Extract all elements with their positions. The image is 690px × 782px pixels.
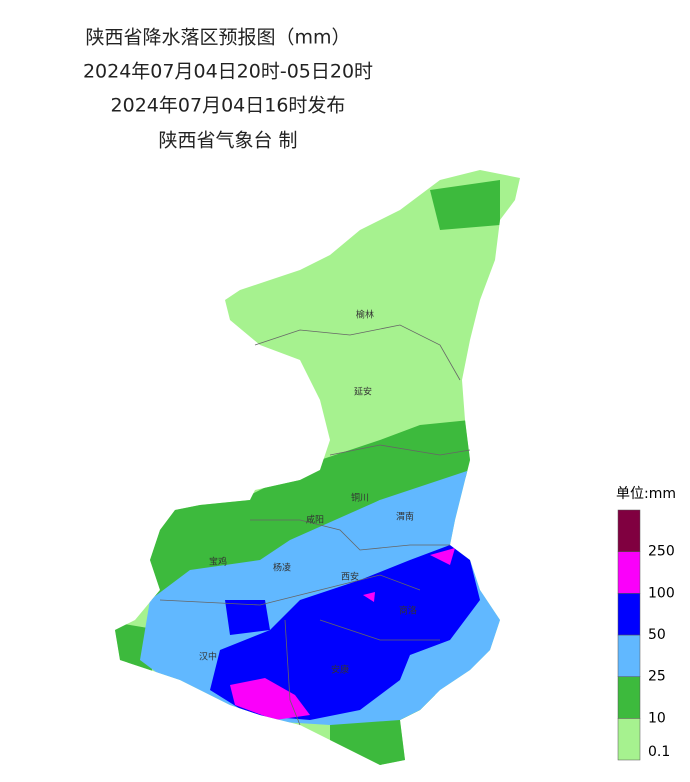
- city-label: 安康: [331, 664, 349, 676]
- boundary: [329, 444, 471, 456]
- legend-swatch: [617, 509, 641, 552]
- legend-label: 25: [648, 669, 666, 685]
- city-label: 商洛: [399, 605, 417, 617]
- area-level-4: [430, 548, 455, 565]
- area-level-4: [363, 592, 375, 602]
- area-level-3: [225, 600, 270, 635]
- legend-swatch: [617, 634, 641, 677]
- legend-swatch: [617, 593, 641, 636]
- city-label: 汉中: [199, 651, 217, 663]
- title: 陕西省降水落区预报图（mm）: [85, 27, 350, 49]
- legend-title: 单位:mm: [616, 486, 676, 502]
- legend-label: 250: [648, 544, 675, 560]
- legend-label: 0.1: [648, 744, 670, 760]
- legend-label: 100: [648, 585, 675, 601]
- city-label: 渭南: [396, 511, 414, 523]
- legend-swatch: [617, 718, 641, 761]
- city-label: 延安: [354, 386, 372, 398]
- area-level-1: [430, 180, 500, 230]
- city-label: 咸阳: [306, 514, 324, 526]
- issuer: 陕西省气象台 制: [158, 130, 297, 152]
- boundary: [250, 519, 450, 551]
- city-label: 铜川: [351, 492, 369, 504]
- legend-swatch: [617, 676, 641, 719]
- legend: 0.1 10 25 50 100 250: [617, 509, 675, 761]
- period: 2024年07月04日20时-05日20时: [83, 61, 373, 83]
- legend-label: 50: [648, 627, 666, 643]
- rain-map: [115, 170, 520, 765]
- city-label: 杨凌: [273, 562, 291, 574]
- city-label: 宝鸡: [209, 556, 227, 568]
- boundary: [284, 619, 301, 726]
- issued: 2024年07月04日16时发布: [111, 95, 346, 117]
- area-level-1: [120, 420, 480, 600]
- boundary: [159, 574, 421, 606]
- area-level-3: [210, 545, 480, 720]
- city-label: 西安: [341, 571, 359, 583]
- legend-label: 10: [648, 710, 666, 726]
- area-level-4: [230, 678, 310, 720]
- legend-swatch: [617, 551, 641, 594]
- boundary: [254, 324, 461, 381]
- city-label: 榆林: [356, 309, 374, 321]
- boundary: [319, 619, 440, 641]
